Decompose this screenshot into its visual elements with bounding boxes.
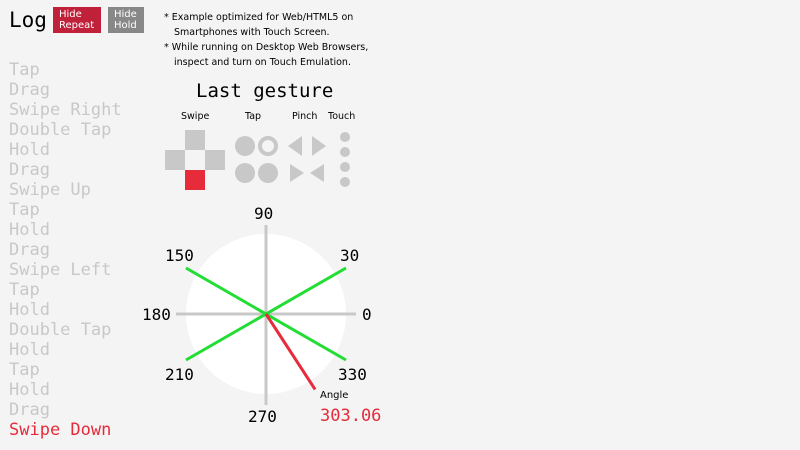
log-entry: Hold (9, 300, 50, 320)
swipe-up-indicator (185, 130, 205, 150)
log-entry: Swipe Left (9, 260, 112, 280)
pinch-label: Pinch (292, 111, 318, 122)
tick-210: 210 (165, 365, 194, 384)
log-entry: Tap (9, 280, 40, 300)
log-entry: Drag (9, 80, 50, 100)
log-entry: Double Tap (9, 320, 112, 340)
double-tap-icon (235, 163, 255, 183)
tap-icon (235, 136, 255, 156)
log-entry: Tap (9, 60, 40, 80)
log-title: Log (9, 8, 47, 32)
log-entry: Double Tap (9, 120, 112, 140)
tick-270: 270 (248, 407, 277, 426)
touch-dot-icon (340, 147, 350, 157)
pinch-in-right-icon (310, 164, 324, 182)
log-entry: Hold (9, 220, 50, 240)
log-entry: Drag (9, 400, 50, 420)
pinch-out-right-icon (312, 136, 326, 156)
touch-dot-icon (340, 177, 350, 187)
log-entry: Hold (9, 380, 50, 400)
swipe-label: Swipe (181, 111, 210, 122)
last-gesture-title: Last gesture (196, 80, 334, 102)
angle-value: 303.06 (320, 406, 382, 426)
note: * Example optimized for Web/HTML5 on Sma… (164, 12, 354, 38)
touch-dot-icon (340, 132, 350, 142)
swipe-left-indicator (165, 150, 185, 170)
log-entry: Tap (9, 200, 40, 220)
tick-30: 30 (340, 246, 360, 265)
gesture-log: Tap Drag Swipe Right Double Tap Hold Drag Swip… (9, 60, 122, 440)
tap-label: Tap (245, 111, 262, 122)
double-tap-icon (258, 163, 278, 183)
pinch-out-left-icon (288, 136, 302, 156)
hide-hold-button[interactable]: Hide Hold (108, 7, 144, 33)
tick-180: 180 (142, 305, 171, 324)
log-entry: Swipe Up (9, 180, 91, 200)
log-entry: Hold (9, 140, 50, 160)
tick-0: 0 (362, 305, 372, 324)
pinch-in-left-icon (290, 164, 304, 182)
hide-repeat-button[interactable]: Hide Repeat (53, 7, 101, 33)
log-entry: Tap (9, 360, 40, 380)
swipe-right-indicator (205, 150, 225, 170)
tap-ring-icon (258, 136, 278, 156)
log-entry: Swipe Right (9, 100, 122, 120)
swipe-down-indicator (185, 170, 205, 190)
tick-90: 90 (254, 204, 274, 223)
log-entry: Drag (9, 240, 50, 260)
note: * While running on Desktop Web Browsers,… (164, 42, 369, 68)
tick-330: 330 (338, 365, 367, 384)
log-entry: Hold (9, 340, 50, 360)
log-entry: Swipe Down (9, 420, 112, 440)
touch-dot-icon (340, 162, 350, 172)
angle-needle (264, 313, 317, 391)
tick-150: 150 (165, 246, 194, 265)
notes: * Example optimized for Web/HTML5 on Sma… (164, 10, 399, 70)
angle-label: Angle (320, 390, 349, 401)
pinch-icons (288, 136, 326, 182)
log-entry: Drag (9, 160, 50, 180)
touch-label: Touch (328, 111, 356, 122)
